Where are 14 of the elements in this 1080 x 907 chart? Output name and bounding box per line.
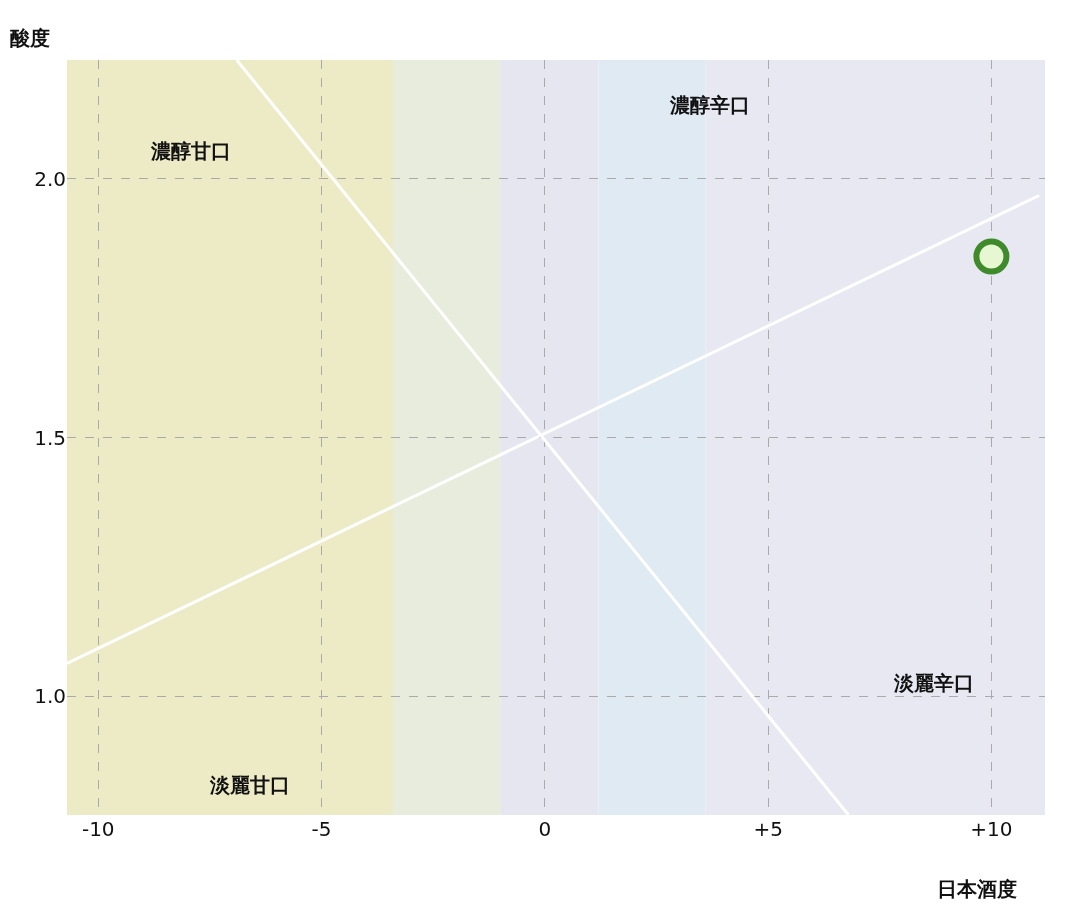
x-axis-title: 日本酒度 (937, 877, 1017, 901)
annotation: 淡麗甘口 (209, 773, 290, 797)
x-tick-label: +5 (753, 817, 783, 841)
y-tick-label: 2.0 (34, 166, 66, 191)
y-tick-label: 1.0 (34, 684, 66, 709)
x-tick-label: +10 (970, 817, 1013, 841)
x-tick-label: 0 (538, 817, 552, 841)
x-tick-label: -10 (81, 817, 115, 841)
y-tick-label: 1.5 (34, 425, 66, 450)
x-tick-label: -5 (311, 817, 332, 841)
annotation: 濃醇辛口 (669, 93, 750, 117)
y-axis-title: 酸度 (10, 26, 50, 50)
annotation: 濃醇甘口 (150, 139, 231, 163)
annotation: 淡麗辛口 (893, 671, 974, 695)
